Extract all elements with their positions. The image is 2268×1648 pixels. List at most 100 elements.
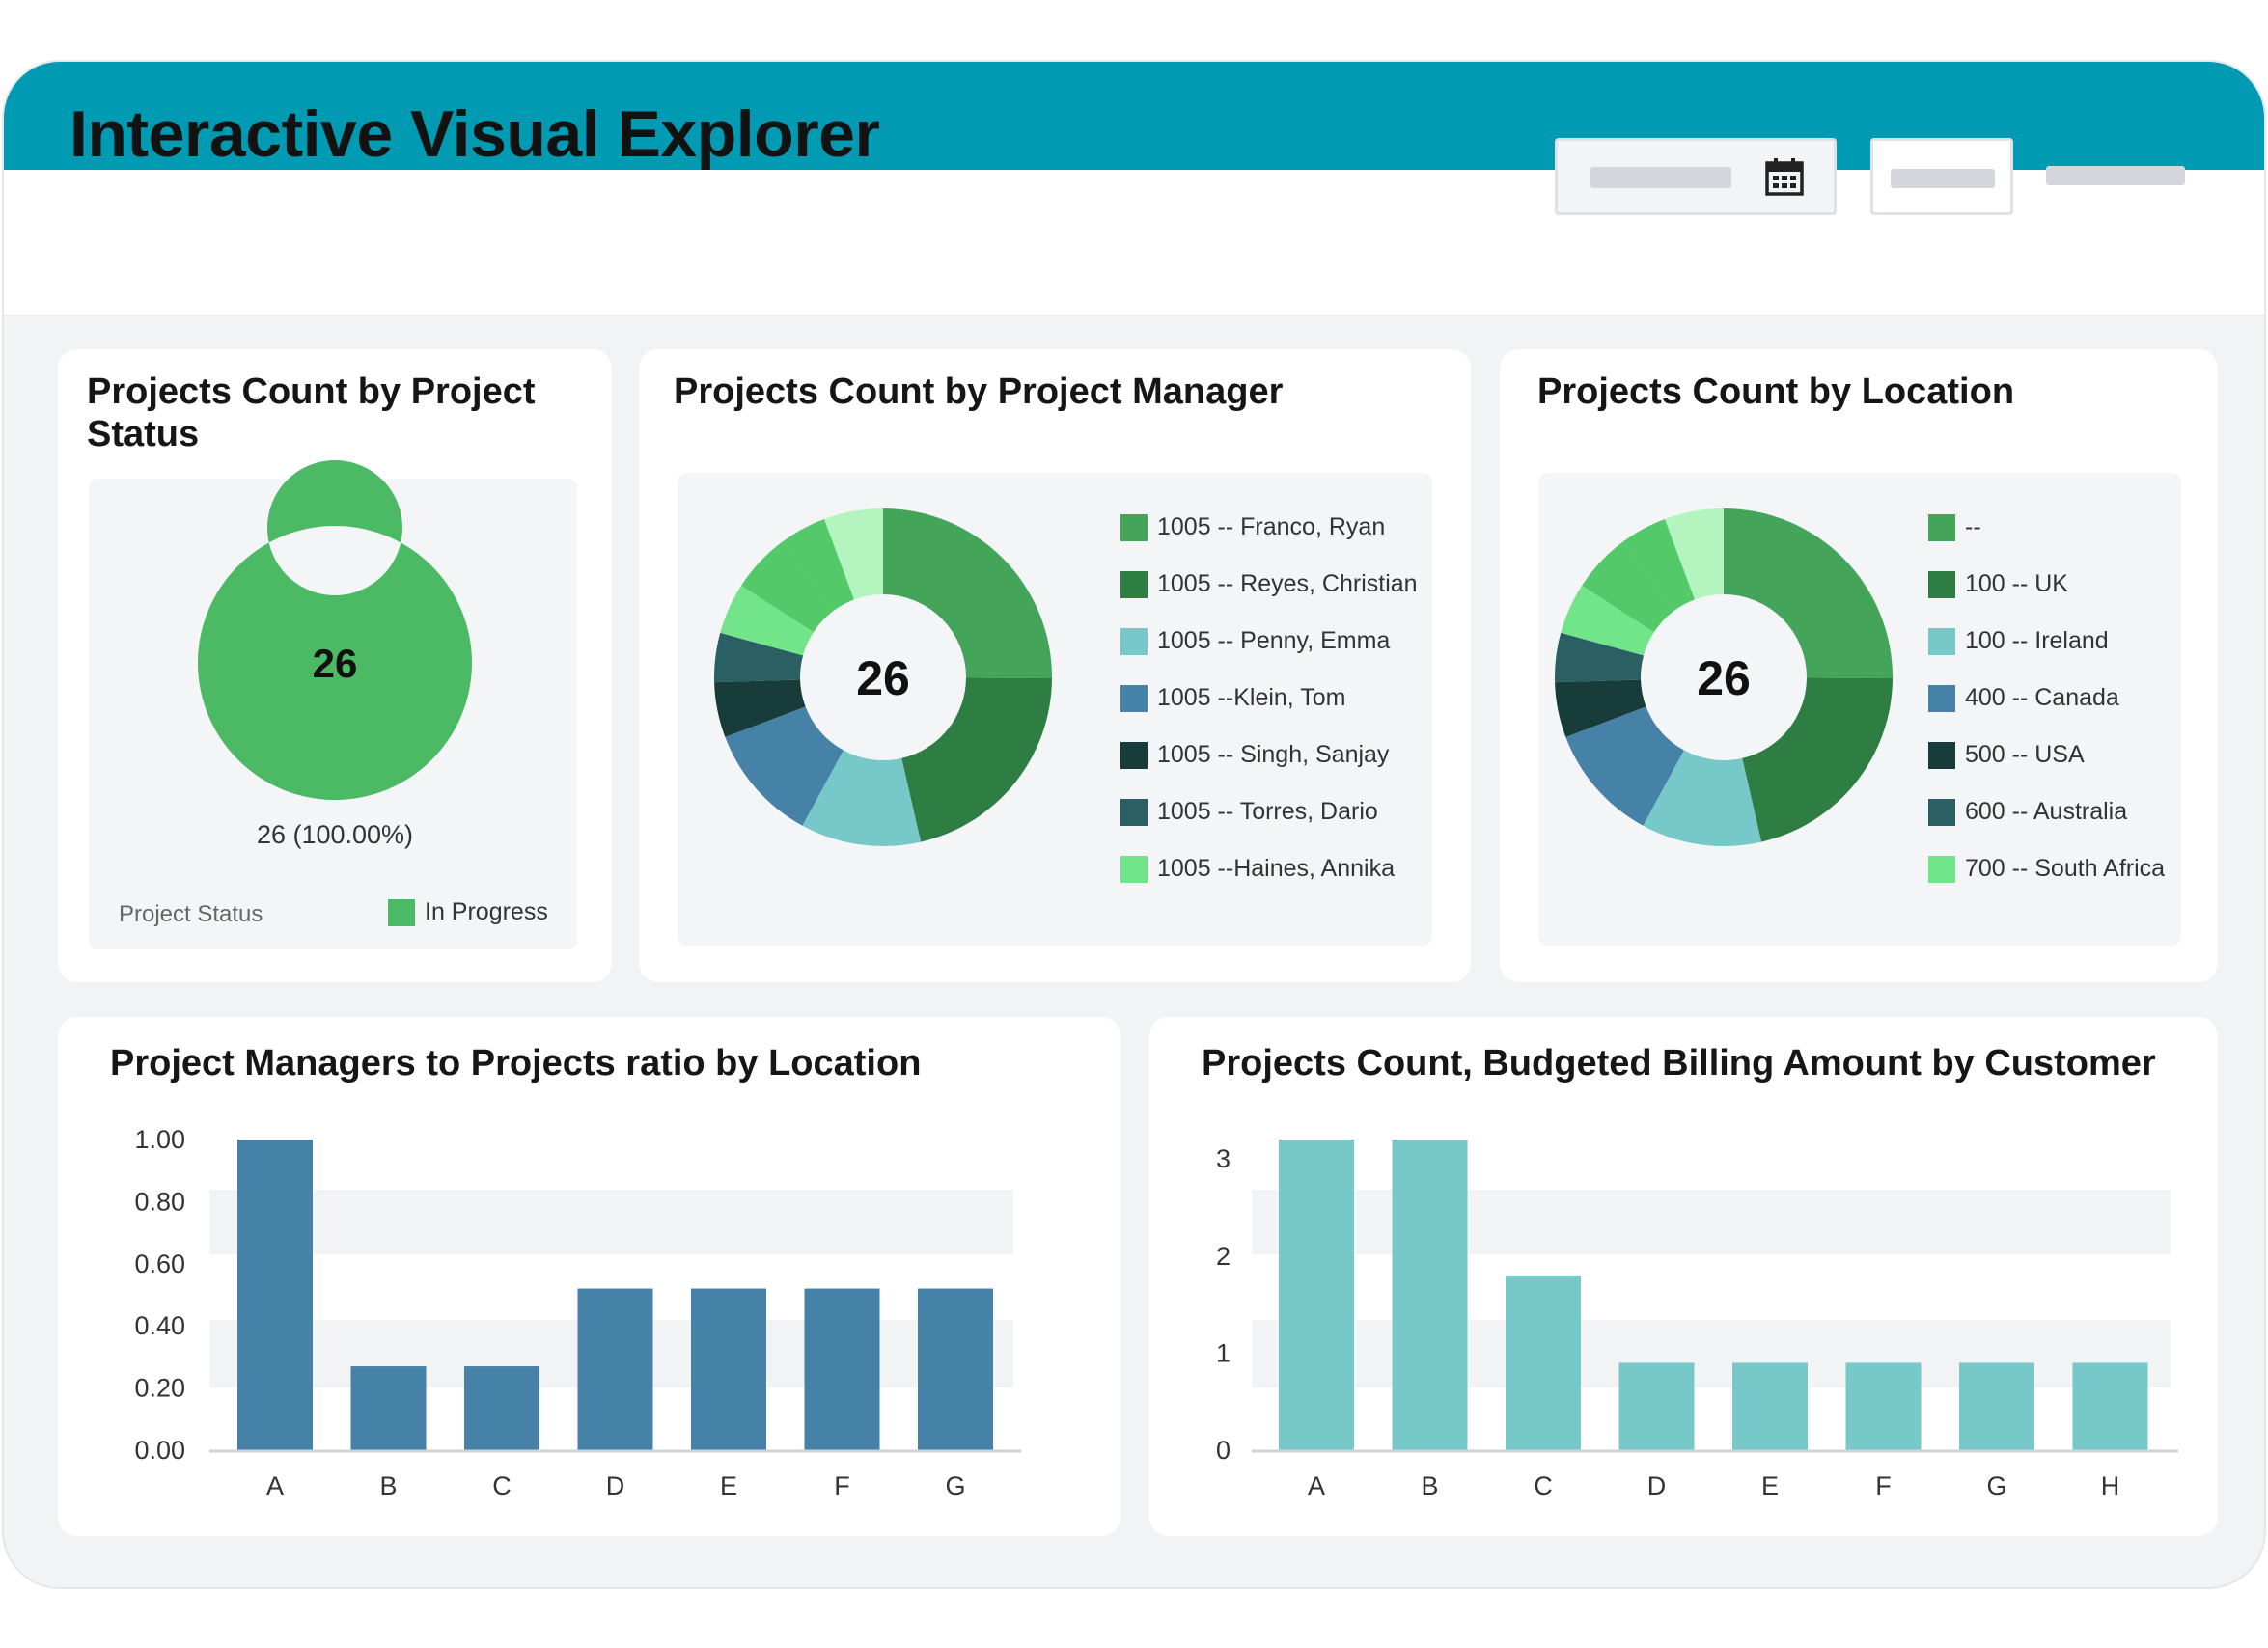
- legend-label: 1005 --Klein, Tom: [1157, 684, 1346, 711]
- pie-slice[interactable]: [725, 706, 844, 826]
- legend-swatch: [1120, 627, 1148, 655]
- pie-slice[interactable]: [1555, 679, 1646, 737]
- bar[interactable]: [1959, 1362, 2034, 1450]
- pie-slice[interactable]: [1665, 508, 1724, 600]
- bar[interactable]: [237, 1140, 313, 1450]
- legend-label: 1005 -- Reyes, Christian: [1157, 570, 1418, 597]
- pie-slice[interactable]: [1724, 508, 1893, 679]
- filter-dropdown[interactable]: [1870, 138, 2013, 215]
- grid-band: [209, 1190, 1013, 1254]
- pie-slice[interactable]: [802, 750, 922, 846]
- legend-item[interactable]: In Progress: [388, 898, 548, 926]
- legend-label: 1005 -- Torres, Dario: [1157, 798, 1378, 825]
- pie-slice[interactable]: [883, 508, 1052, 679]
- x-tick-label: A: [1308, 1471, 1325, 1500]
- date-filter[interactable]: [1555, 138, 1837, 215]
- x-tick-label: G: [945, 1471, 965, 1500]
- pie-slice[interactable]: [197, 460, 472, 800]
- pie-slice[interactable]: [1582, 541, 1674, 633]
- donut-chart-manager[interactable]: 26: [639, 349, 1471, 982]
- pie-slice[interactable]: [741, 541, 834, 633]
- pie-slice[interactable]: [1643, 750, 1762, 846]
- calendar-icon[interactable]: [1764, 156, 1805, 197]
- pie-slice[interactable]: [714, 679, 806, 737]
- donut-chart-location[interactable]: 26: [1500, 349, 2218, 982]
- legend-swatch: [388, 898, 415, 926]
- x-tick-label: B: [379, 1471, 397, 1500]
- legend-label: 1005 --Haines, Annika: [1157, 855, 1395, 882]
- bar[interactable]: [2072, 1362, 2148, 1450]
- legend-item[interactable]: 600 -- Australia: [1928, 798, 2127, 826]
- legend-label: 600 -- Australia: [1965, 798, 2128, 825]
- legend-item[interactable]: 400 -- Canada: [1928, 684, 2119, 712]
- bar[interactable]: [1392, 1140, 1468, 1450]
- legend-swatch: [1928, 855, 1955, 883]
- x-tick-label: E: [720, 1471, 737, 1500]
- donut-center-total: 26: [313, 641, 358, 686]
- y-tick-label: 2: [1216, 1242, 1231, 1271]
- pie-slice[interactable]: [1565, 706, 1684, 826]
- bar-chart-billing[interactable]: 0 1 2 3 A B C D E F G H: [1149, 1017, 2218, 1536]
- card-title: Project Managers to Projects ratio by Lo…: [110, 1043, 922, 1084]
- pie-slice[interactable]: [782, 518, 855, 612]
- legend-item[interactable]: 700 -- South Africa: [1928, 855, 2165, 883]
- legend-item[interactable]: 1005 -- Torres, Dario: [1120, 798, 1378, 826]
- bar[interactable]: [1845, 1362, 1922, 1450]
- legend-swatch: [1120, 684, 1148, 712]
- bar[interactable]: [1506, 1275, 1581, 1450]
- legend-item[interactable]: 1005 -- Franco, Ryan: [1120, 513, 1385, 541]
- bar[interactable]: [691, 1288, 766, 1450]
- filter-dropdown-placeholder: [1891, 169, 1995, 188]
- legend-item[interactable]: 1005 -- Reyes, Christian: [1120, 570, 1418, 598]
- y-tick-label: 0.80: [134, 1187, 185, 1216]
- bar[interactable]: [577, 1288, 653, 1450]
- legend-item[interactable]: --: [1928, 513, 1981, 541]
- bar[interactable]: [804, 1288, 880, 1450]
- bar[interactable]: [464, 1366, 539, 1450]
- legend-label: 100 -- UK: [1965, 570, 2068, 597]
- bar[interactable]: [1618, 1362, 1695, 1450]
- legend-swatch: [1928, 570, 1955, 598]
- legend-item[interactable]: 1005 --Klein, Tom: [1120, 684, 1345, 712]
- pie-slice[interactable]: [1742, 677, 1893, 842]
- y-tick-label: 1: [1216, 1338, 1231, 1367]
- legend-label: In Progress: [425, 898, 548, 925]
- legend-swatch: [1120, 855, 1148, 883]
- donut-chart-status[interactable]: 26: [58, 349, 612, 982]
- y-tick-label: 0.40: [134, 1311, 185, 1340]
- pie-slice[interactable]: [901, 677, 1052, 842]
- pie-slice[interactable]: [1622, 518, 1696, 612]
- bar[interactable]: [1732, 1362, 1808, 1450]
- legend-label: 700 -- South Africa: [1965, 855, 2166, 882]
- y-tick-label: 0.60: [134, 1250, 185, 1278]
- legend-item[interactable]: 100 -- Ireland: [1928, 627, 2109, 655]
- date-filter-placeholder: [1590, 167, 1731, 188]
- legend-item[interactable]: 1005 --Haines, Annika: [1120, 855, 1395, 883]
- pie-slice[interactable]: [1555, 632, 1645, 683]
- pie-slice[interactable]: [824, 508, 883, 600]
- bar[interactable]: [918, 1288, 993, 1450]
- card-title: Projects Count by Project Status: [87, 371, 536, 454]
- filter-link[interactable]: [2046, 166, 2185, 185]
- x-tick-label: A: [266, 1471, 284, 1500]
- x-tick-label: D: [1647, 1471, 1667, 1500]
- pie-slice[interactable]: [1561, 585, 1654, 656]
- grid-band: [1252, 1190, 2171, 1254]
- card-title: Projects Count by Project Manager: [674, 371, 1284, 412]
- legend-item[interactable]: 100 -- UK: [1928, 570, 2068, 598]
- legend-item[interactable]: 1005 -- Singh, Sanjay: [1120, 741, 1389, 769]
- slice-data-label: 26 (100.00%): [256, 820, 414, 849]
- legend-item[interactable]: 1005 -- Penny, Emma: [1120, 627, 1390, 655]
- legend-swatch: [1120, 570, 1148, 598]
- legend-item[interactable]: 500 -- USA: [1928, 741, 2085, 769]
- bar[interactable]: [1279, 1140, 1354, 1450]
- legend-swatch: [1120, 741, 1148, 769]
- bar-chart-ratio[interactable]: 0.00 0.20 0.40 0.60 0.80 1.00 A B C D E F G: [58, 1017, 1120, 1536]
- legend-label: 1005 -- Franco, Ryan: [1157, 513, 1386, 540]
- bar[interactable]: [350, 1366, 427, 1450]
- pie-slice[interactable]: [714, 632, 804, 683]
- card-billing: Projects Count, Budgeted Billing Amount …: [1149, 1017, 2218, 1536]
- legend-swatch: [1120, 798, 1148, 826]
- x-tick-label: C: [492, 1471, 512, 1500]
- pie-slice[interactable]: [720, 585, 814, 656]
